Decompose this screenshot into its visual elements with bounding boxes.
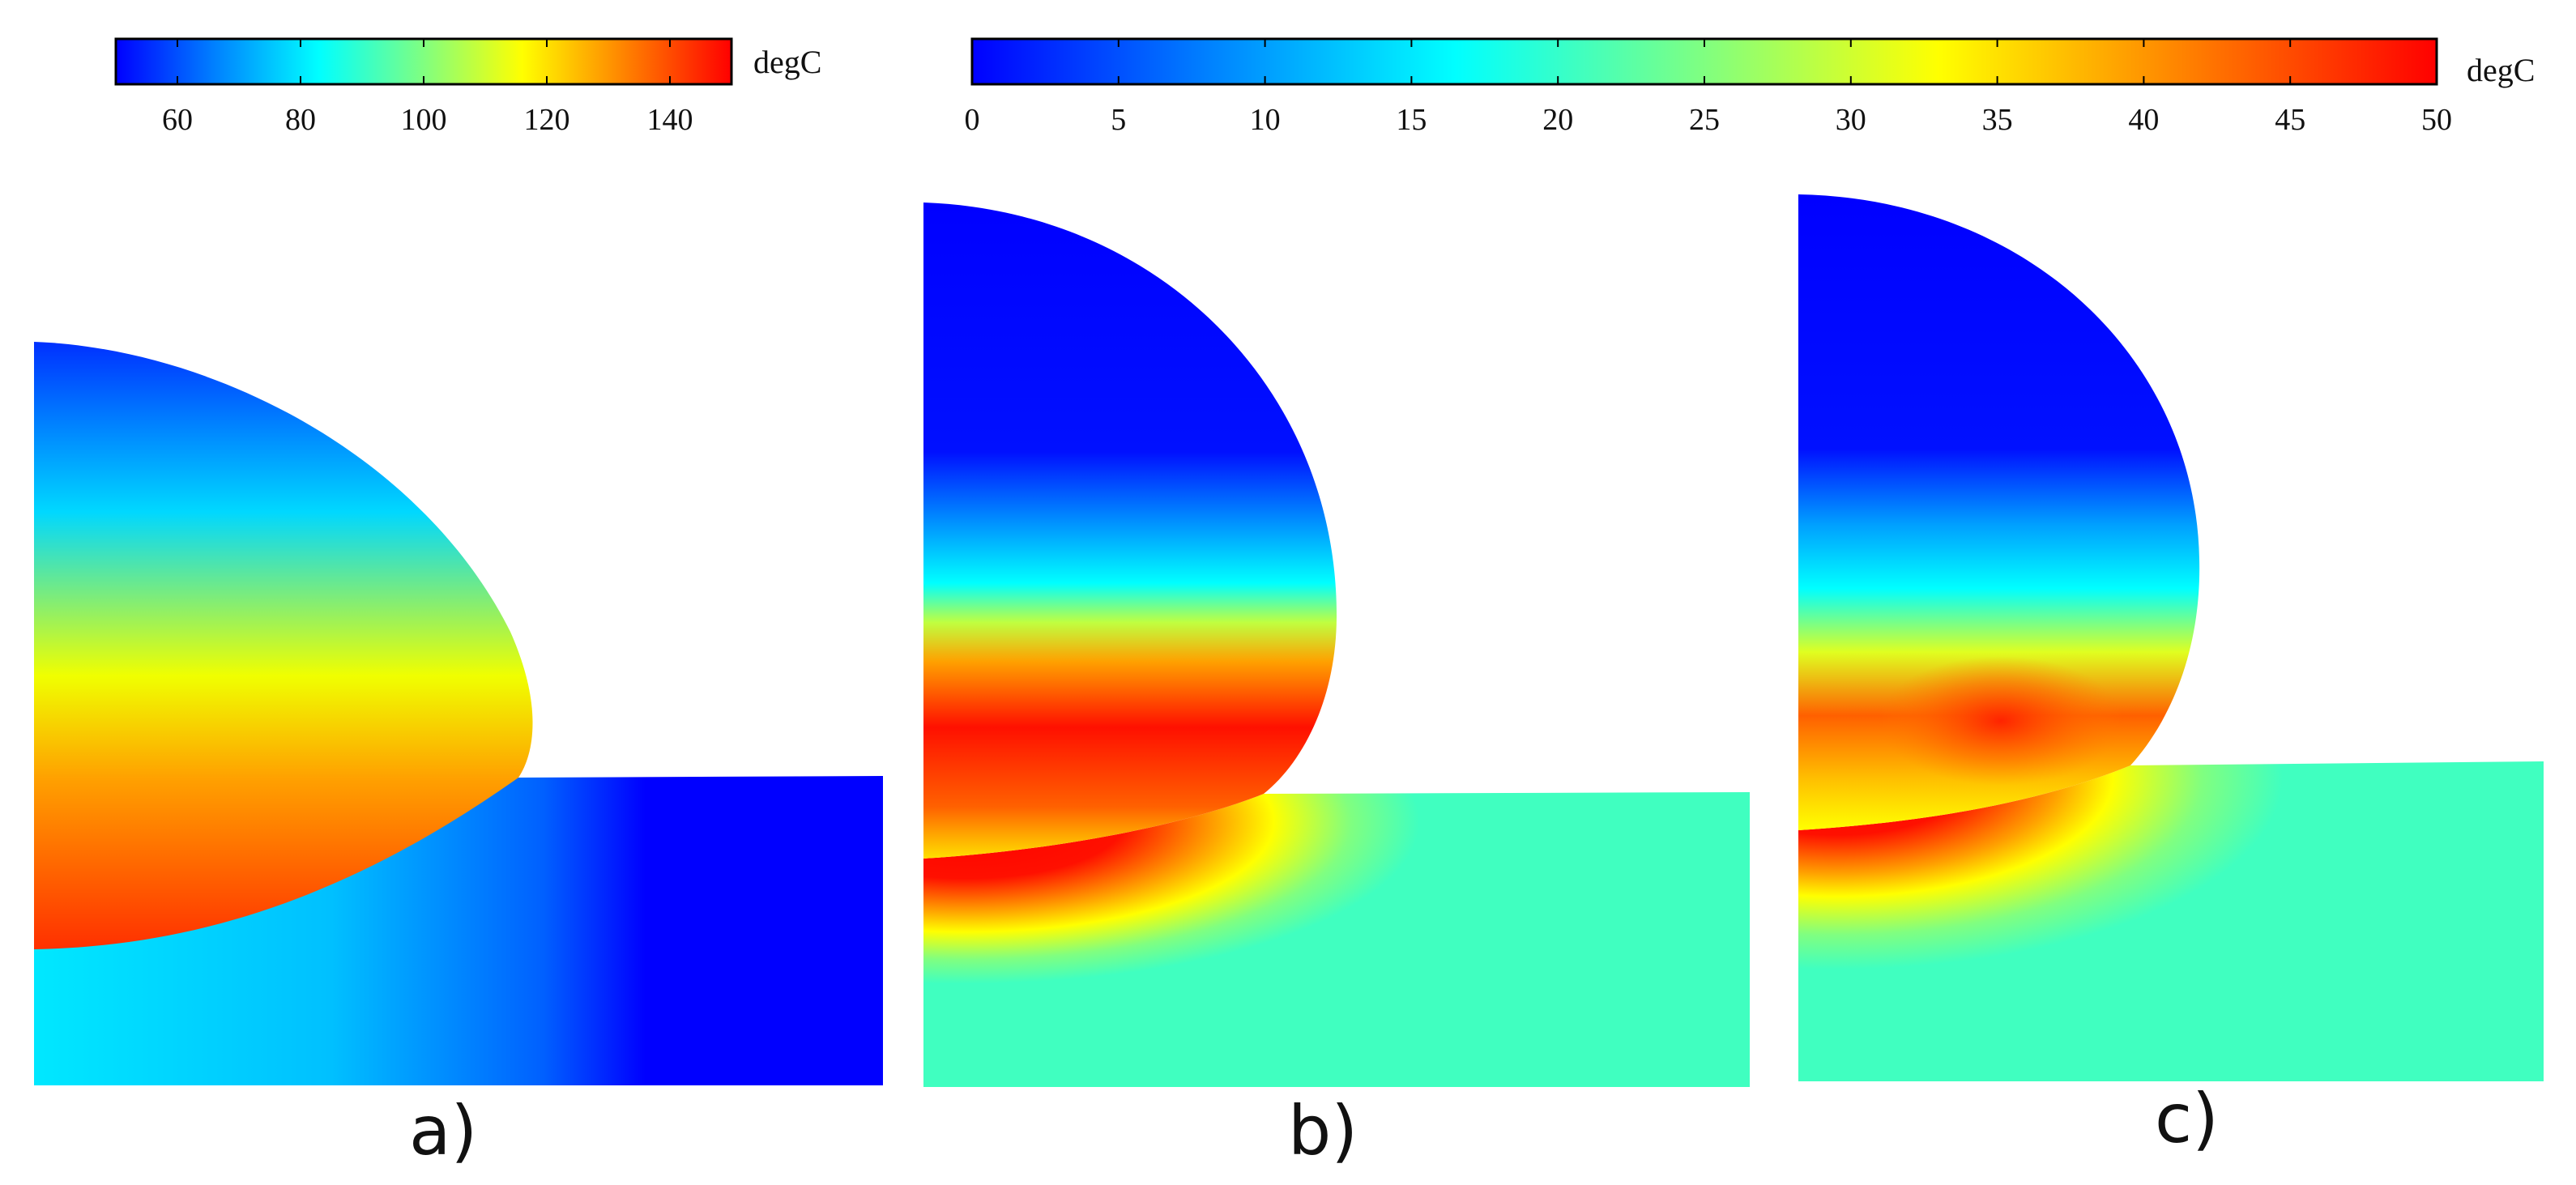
- colorbar-bc-ticks: 0 5 10 15 20 25 30 35 40 45 50: [965, 39, 2452, 137]
- colorbar-a-ticks: 60 80 100 120 140: [162, 39, 693, 137]
- colorbar-tick-label: 10: [1250, 103, 1281, 137]
- colorbar-tick-label: 80: [285, 103, 316, 137]
- colorbar-bc-unit: degC: [2467, 52, 2535, 88]
- colorbar-a: 60 80 100 120 140 degC: [114, 37, 821, 137]
- colorbar-tick-label: 0: [965, 103, 980, 137]
- panel-c-droplet: [1798, 194, 2200, 830]
- panel-c: c): [1798, 194, 2544, 1158]
- colorbar-a-unit: degC: [753, 44, 821, 80]
- colorbar-tick-label: 20: [1542, 103, 1573, 137]
- panel-b-label: b): [1288, 1091, 1358, 1170]
- colorbar-tick-label: 140: [647, 103, 693, 137]
- panel-b: b): [923, 202, 1750, 1170]
- colorbar-tick-label: 35: [1982, 103, 2013, 137]
- colorbar-tick-label: 40: [2128, 103, 2159, 137]
- panel-a-substrate: [34, 776, 883, 1085]
- panel-b-substrate: [923, 792, 1750, 1087]
- panel-c-label: c): [2155, 1079, 2219, 1158]
- colorbar-tick-label: 100: [401, 103, 447, 137]
- panel-c-hotspot: [1879, 656, 2122, 786]
- colorbar-tick-label: 50: [2421, 103, 2452, 137]
- panel-a: a): [34, 342, 883, 1170]
- colorbar-tick-label: 30: [1836, 103, 1866, 137]
- colorbar-tick-label: 60: [162, 103, 193, 137]
- panel-b-droplet: [923, 202, 1337, 859]
- panel-c-substrate: [1798, 761, 2544, 1081]
- colorbar-tick-label: 45: [2275, 103, 2305, 137]
- panel-a-droplet: [34, 342, 533, 949]
- colorbar-bc: 0 5 10 15 20 25 30 35 40 45 50 degC: [965, 37, 2535, 137]
- colorbar-tick-label: 25: [1689, 103, 1720, 137]
- colorbar-tick-label: 120: [524, 103, 570, 137]
- panel-a-label: a): [409, 1091, 477, 1170]
- colorbar-tick-label: 15: [1396, 103, 1427, 137]
- colorbar-tick-label: 5: [1111, 103, 1126, 137]
